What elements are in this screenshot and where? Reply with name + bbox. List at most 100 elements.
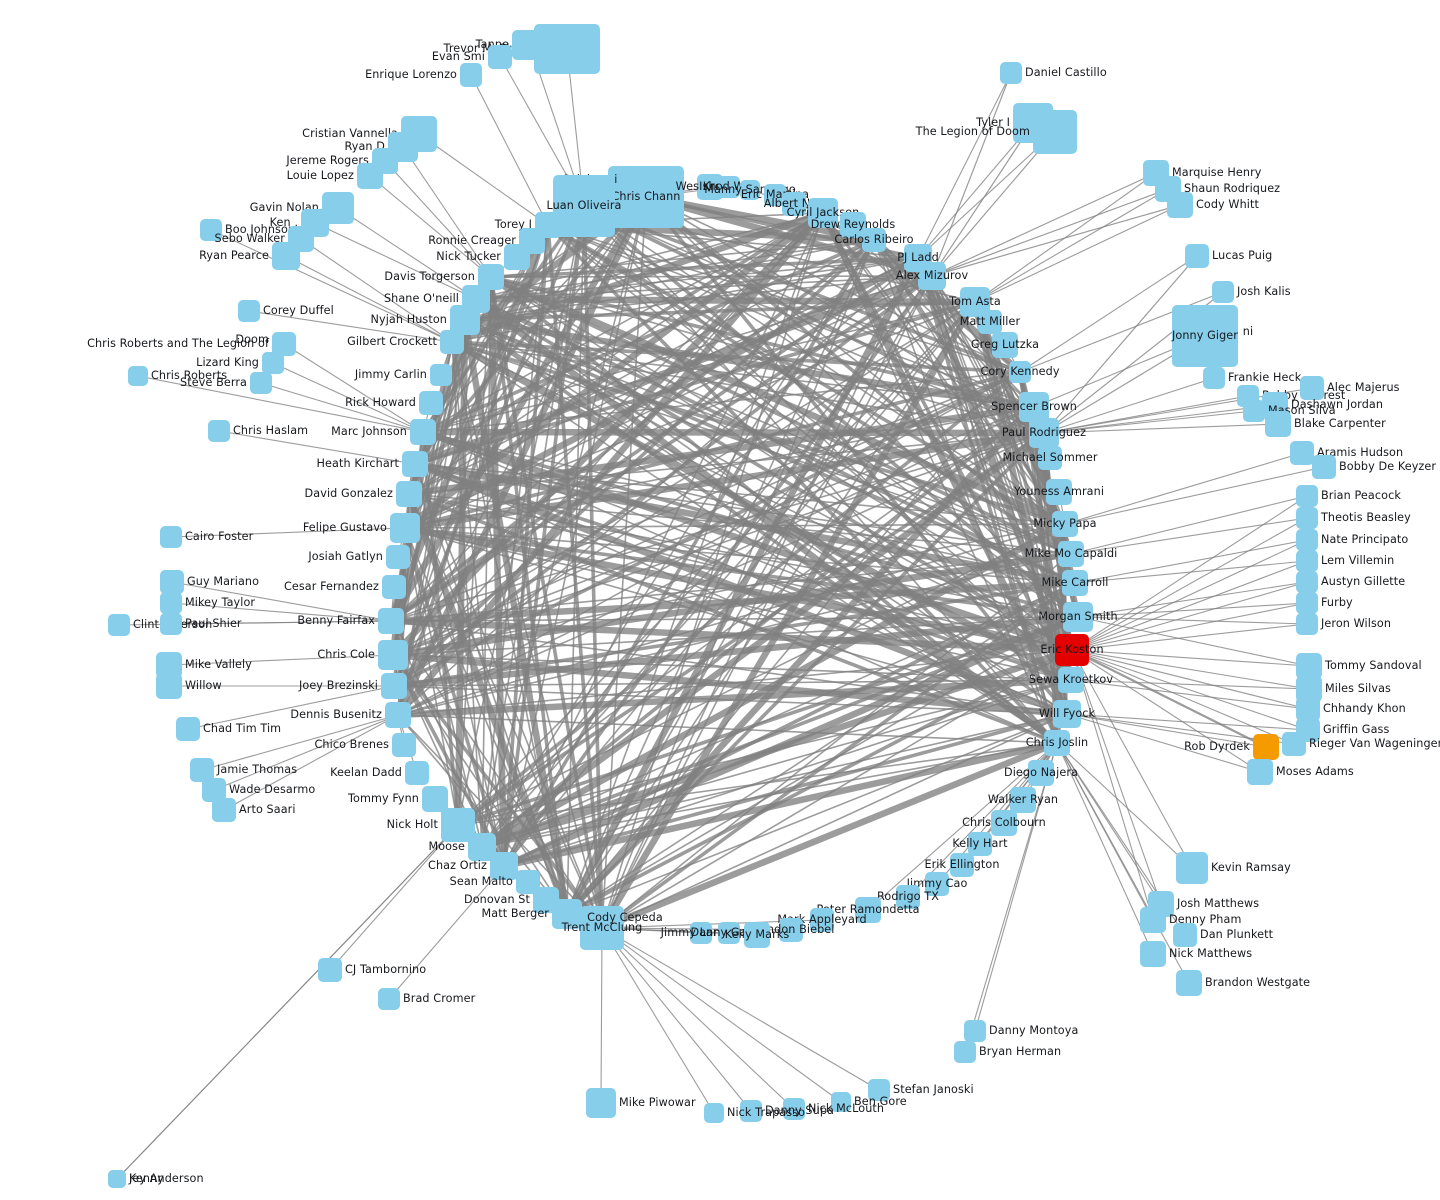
graph-node[interactable] — [704, 1103, 724, 1123]
graph-node[interactable] — [200, 219, 222, 241]
graph-node[interactable] — [718, 176, 740, 198]
graph-node[interactable] — [160, 613, 182, 635]
graph-node[interactable] — [160, 570, 184, 594]
graph-node[interactable] — [378, 608, 404, 634]
graph-node[interactable] — [390, 513, 420, 543]
graph-node[interactable] — [744, 922, 770, 948]
graph-node[interactable] — [504, 244, 530, 270]
graph-node[interactable] — [718, 922, 740, 944]
graph-node[interactable] — [156, 673, 182, 699]
graph-node[interactable] — [108, 614, 130, 636]
graph-node[interactable] — [782, 192, 806, 216]
graph-node[interactable] — [1290, 441, 1314, 465]
graph-node[interactable] — [808, 198, 838, 228]
graph-node[interactable] — [1296, 485, 1318, 507]
graph-node[interactable] — [1009, 361, 1031, 383]
graph-node[interactable] — [1296, 571, 1318, 593]
graph-node[interactable] — [1296, 653, 1322, 679]
graph-node[interactable] — [690, 922, 712, 944]
graph-node[interactable] — [740, 1100, 762, 1122]
graph-node[interactable] — [1296, 550, 1318, 572]
graph-node[interactable] — [1212, 281, 1234, 303]
graph-node[interactable] — [1173, 923, 1197, 947]
graph-node[interactable] — [422, 786, 448, 812]
graph-node[interactable] — [580, 906, 624, 950]
graph-node[interactable] — [918, 262, 946, 290]
graph-node[interactable] — [1055, 634, 1089, 666]
graph-node[interactable] — [1312, 455, 1336, 479]
graph-node[interactable] — [1062, 570, 1088, 596]
graph-node[interactable] — [964, 1020, 986, 1042]
graph-node[interactable] — [396, 481, 422, 507]
graph-node[interactable] — [410, 419, 436, 445]
graph-node[interactable] — [382, 575, 406, 599]
graph-node[interactable] — [1176, 852, 1208, 884]
graph-node[interactable] — [1265, 411, 1291, 437]
graph-node[interactable] — [1176, 970, 1202, 996]
graph-node[interactable] — [862, 228, 886, 252]
graph-node[interactable] — [1300, 376, 1324, 400]
graph-node[interactable] — [1010, 787, 1036, 813]
graph-node[interactable] — [1296, 697, 1320, 721]
graph-node[interactable] — [128, 366, 148, 386]
graph-node[interactable] — [1053, 700, 1081, 728]
graph-node[interactable] — [950, 853, 974, 877]
graph-node[interactable] — [1029, 418, 1059, 448]
graph-node[interactable] — [386, 545, 410, 569]
graph-node[interactable] — [1243, 400, 1265, 422]
graph-node[interactable] — [1033, 110, 1077, 154]
graph-node[interactable] — [1167, 192, 1193, 218]
graph-node[interactable] — [968, 832, 992, 856]
graph-node[interactable] — [764, 184, 786, 206]
graph-node[interactable] — [552, 899, 582, 929]
graph-node[interactable] — [318, 958, 342, 982]
graph-node[interactable] — [1172, 305, 1238, 367]
graph-node[interactable] — [783, 1098, 805, 1120]
graph-node[interactable] — [1044, 730, 1070, 756]
graph-node[interactable] — [868, 1079, 890, 1101]
graph-node[interactable] — [1063, 602, 1093, 632]
graph-node[interactable] — [1052, 511, 1078, 537]
graph-node[interactable] — [1046, 479, 1072, 505]
graph-node[interactable] — [954, 1041, 976, 1063]
graph-node[interactable] — [430, 364, 452, 386]
graph-node[interactable] — [262, 352, 284, 374]
graph-node[interactable] — [1140, 941, 1166, 967]
graph-node[interactable] — [1140, 907, 1166, 933]
graph-node[interactable] — [212, 798, 236, 822]
graph-node[interactable] — [1000, 62, 1022, 84]
graph-node[interactable] — [176, 717, 200, 741]
graph-node[interactable] — [1203, 367, 1225, 389]
graph-node[interactable] — [440, 330, 464, 354]
graph-node[interactable] — [460, 63, 482, 87]
graph-node[interactable] — [1185, 244, 1209, 268]
graph-node[interactable] — [108, 1170, 126, 1188]
graph-node[interactable] — [512, 30, 548, 60]
graph-node[interactable] — [1253, 734, 1279, 760]
graph-node[interactable] — [385, 702, 411, 728]
graph-node[interactable] — [1058, 541, 1084, 567]
graph-node[interactable] — [419, 391, 443, 415]
graph-node[interactable] — [1038, 446, 1062, 470]
graph-node[interactable] — [250, 372, 272, 394]
graph-node[interactable] — [740, 180, 760, 200]
graph-node[interactable] — [160, 526, 182, 548]
graph-node[interactable] — [1296, 529, 1318, 551]
graph-node[interactable] — [488, 45, 512, 69]
graph-node[interactable] — [1019, 392, 1049, 422]
graph-node[interactable] — [553, 175, 615, 237]
graph-node[interactable] — [357, 163, 383, 189]
graph-node[interactable] — [1028, 760, 1054, 786]
graph-node[interactable] — [490, 852, 518, 880]
graph-node[interactable] — [272, 242, 300, 270]
graph-node[interactable] — [1296, 613, 1318, 635]
graph-node[interactable] — [831, 1092, 851, 1112]
graph-node[interactable] — [991, 810, 1017, 836]
graph-node[interactable] — [896, 885, 920, 909]
graph-node[interactable] — [392, 733, 416, 757]
graph-node[interactable] — [840, 212, 866, 238]
graph-node[interactable] — [978, 310, 1002, 334]
graph-node[interactable] — [810, 908, 834, 932]
graph-node[interactable] — [1247, 759, 1273, 785]
